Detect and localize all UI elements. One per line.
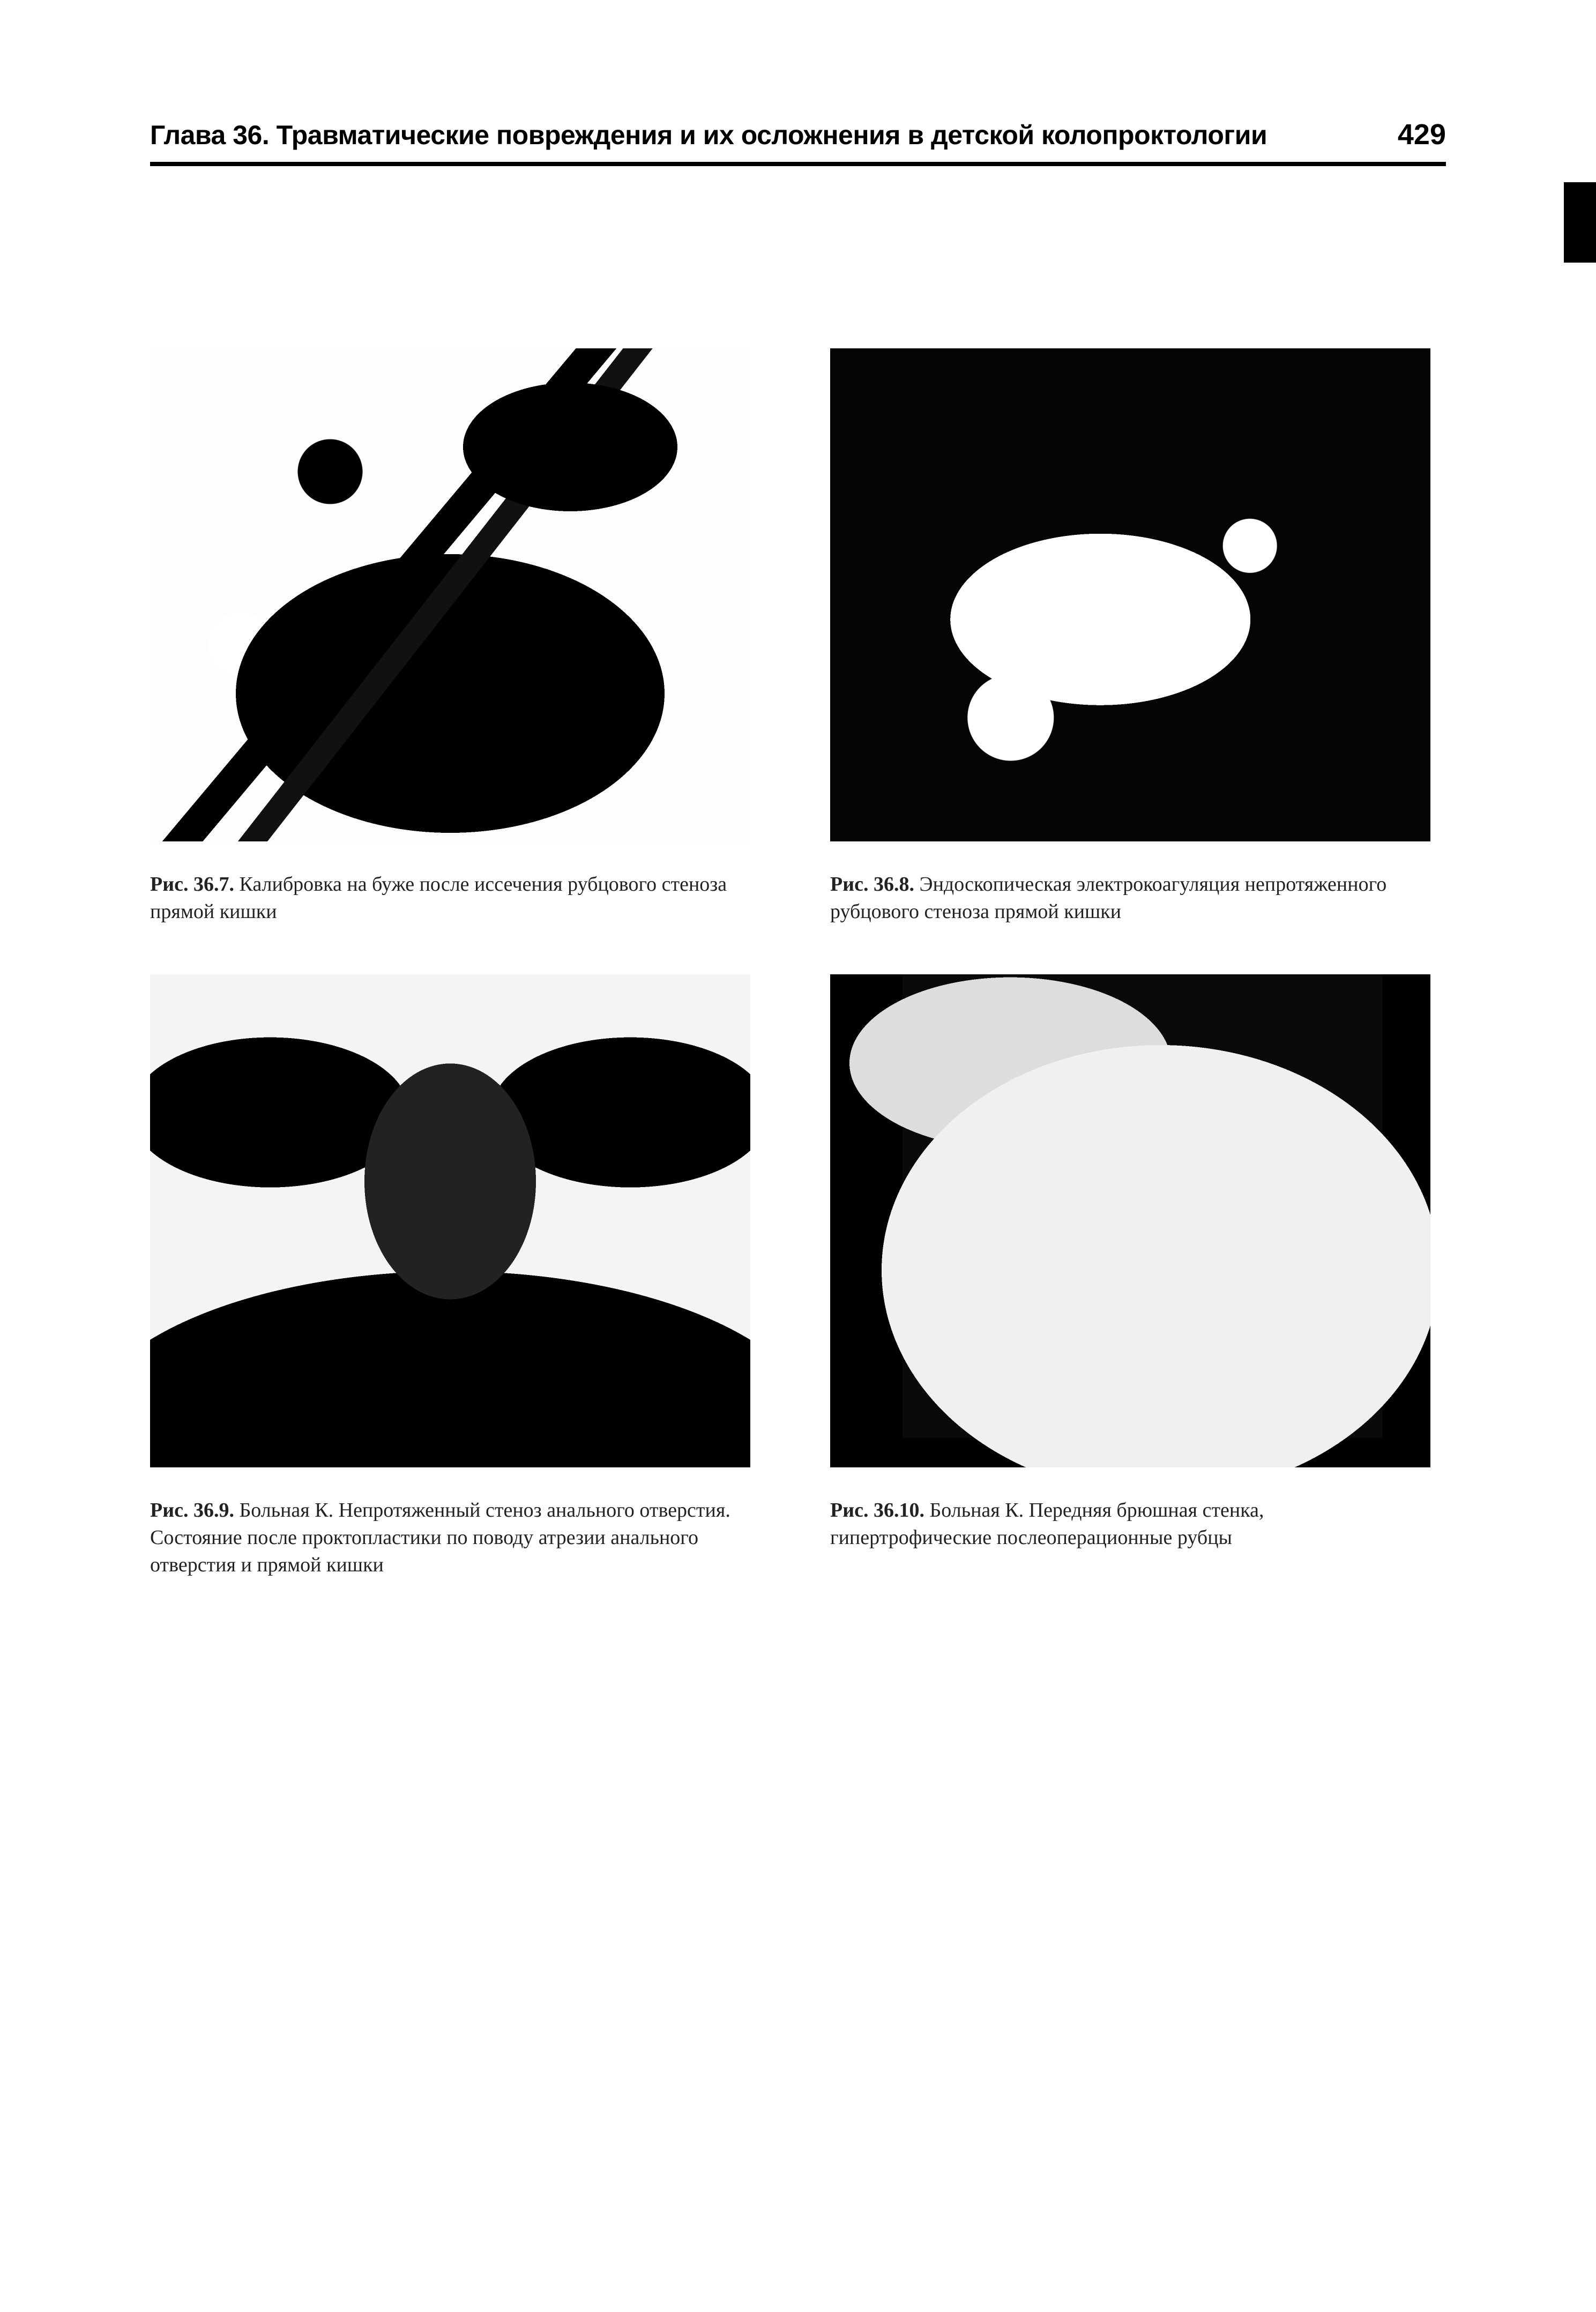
figure-36-8: Рис. 36.8. Эндоскопическая электрокоагул… [830,348,1446,926]
figure-label: Рис. 36.9. [150,1499,234,1522]
figure-image [830,348,1430,841]
figure-36-7: Рис. 36.7. Калибровка на буже после иссе… [150,348,766,926]
figure-label: Рис. 36.8. [830,873,914,896]
figure-caption: Рис. 36.9. Больная К. Непротяженный стен… [150,1497,750,1579]
figure-label: Рис. 36.7. [150,873,234,896]
figure-image [150,348,750,841]
figure-36-9: Рис. 36.9. Больная К. Непротяженный стен… [150,974,766,1579]
figure-caption: Рис. 36.7. Калибровка на буже после иссе… [150,871,750,926]
figure-image [150,974,750,1467]
figure-label: Рис. 36.10. [830,1499,924,1522]
page-number: 429 [1398,118,1446,151]
figure-image [830,974,1430,1467]
figure-caption-text: Больная К. Непротяженный стеноз анальног… [150,1499,730,1577]
page-container: Глава 36. Травматические повреждения и и… [0,0,1596,1579]
thumb-index-mark [1564,182,1596,263]
chapter-title: Глава 36. Травматические повреждения и и… [150,120,1267,151]
running-header: Глава 36. Травматические повреждения и и… [150,118,1446,166]
figure-grid: Рис. 36.7. Калибровка на буже после иссе… [150,348,1446,1579]
figure-caption: Рис. 36.8. Эндоскопическая электрокоагул… [830,871,1430,926]
figure-36-10: Рис. 36.10. Больная К. Передняя брюшная … [830,974,1446,1579]
figure-caption: Рис. 36.10. Больная К. Передняя брюшная … [830,1497,1430,1552]
figure-caption-text: Калибровка на буже после иссечения рубцо… [150,873,727,923]
